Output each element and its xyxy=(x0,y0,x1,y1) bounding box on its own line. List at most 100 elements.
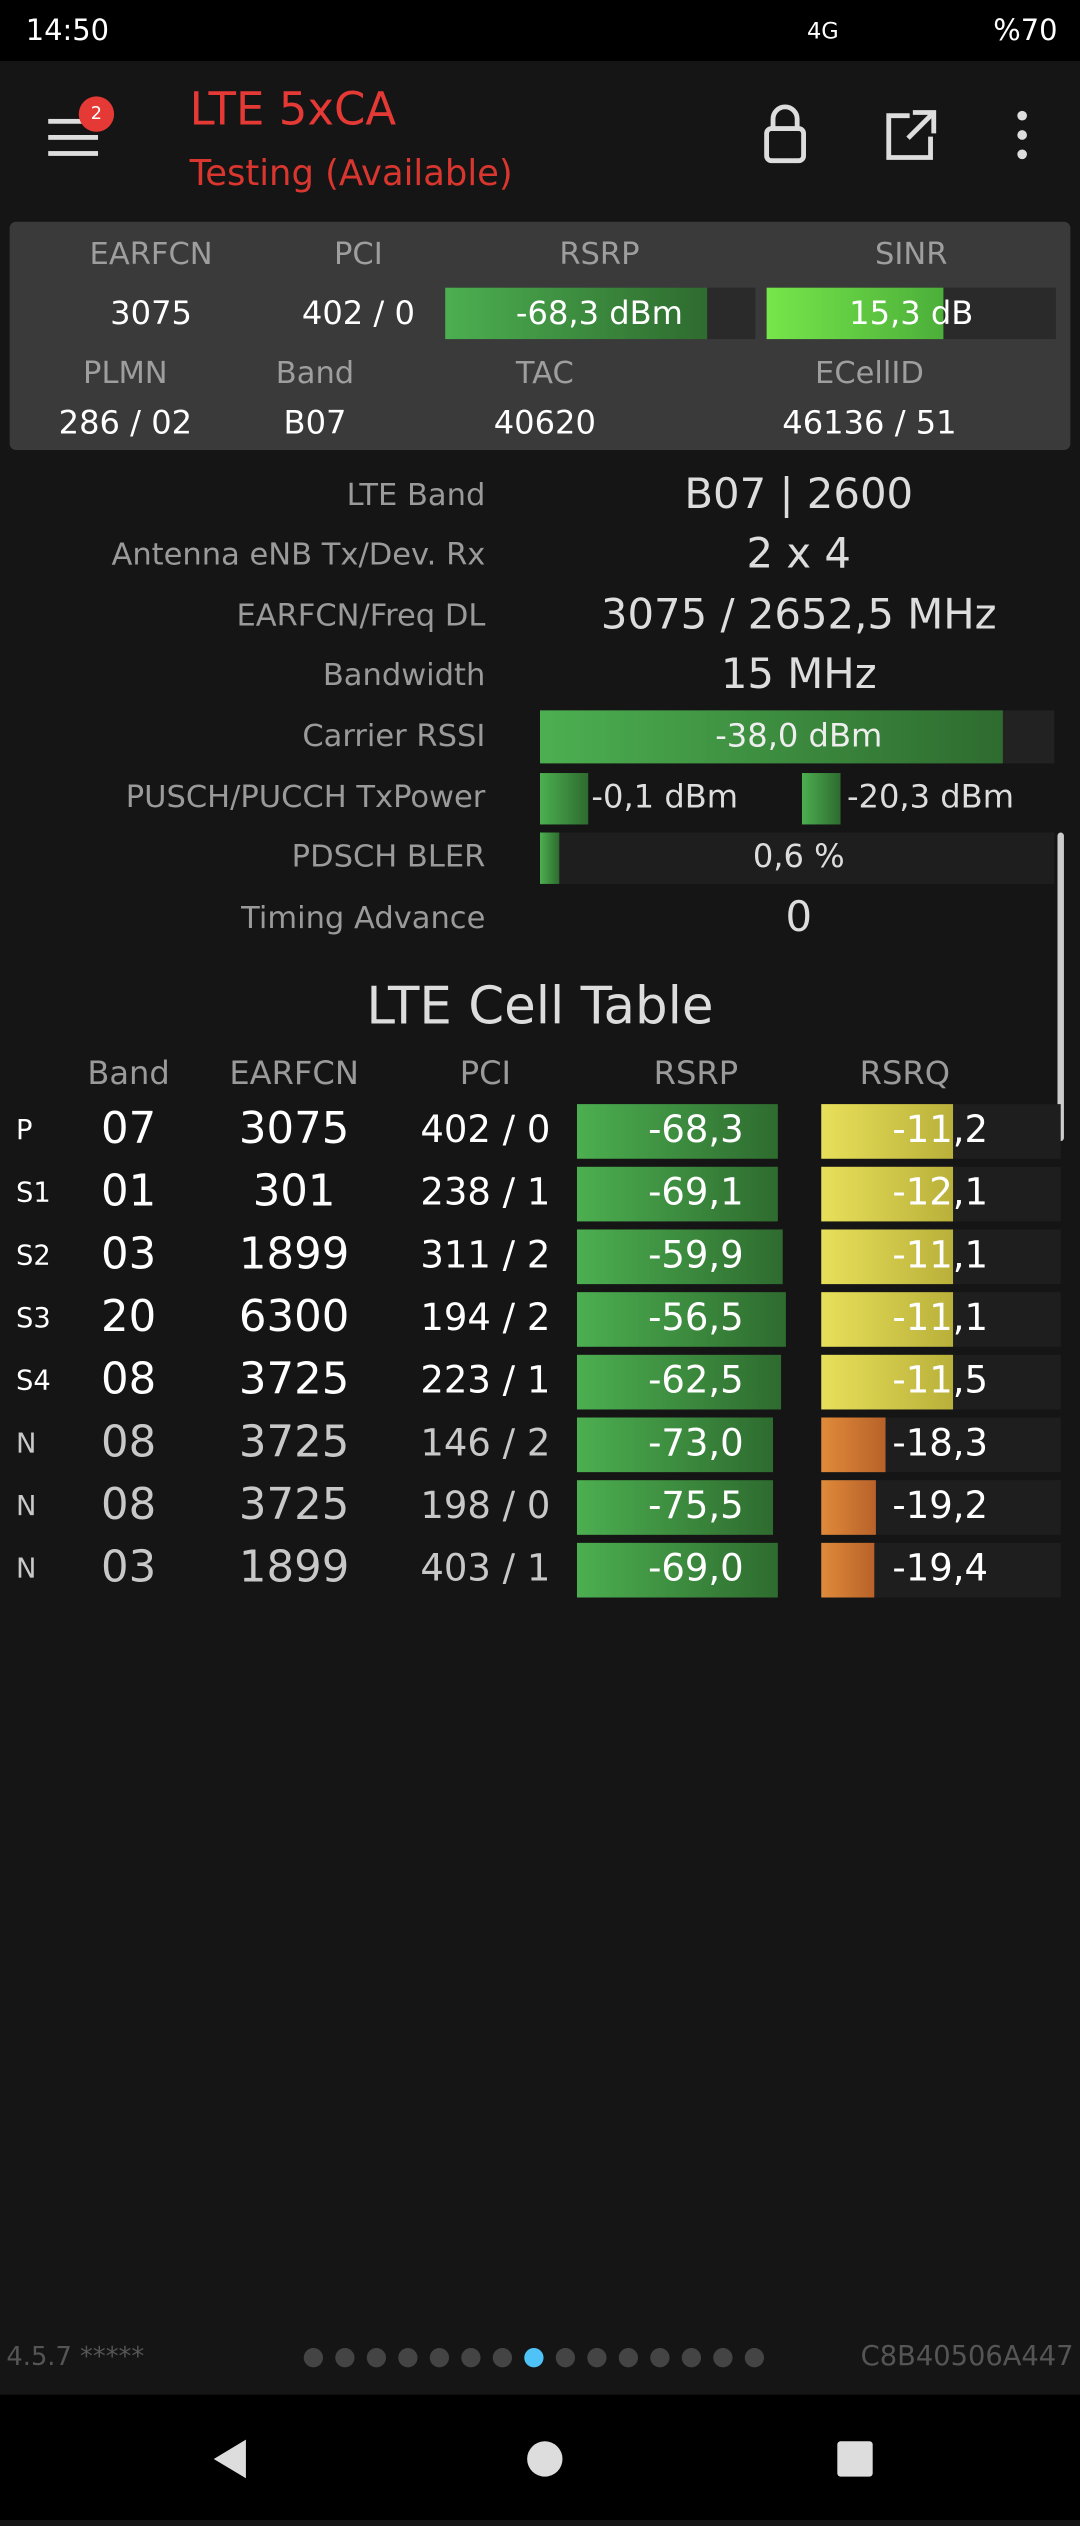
summary-label: PCI xyxy=(334,237,383,272)
badge xyxy=(78,96,115,132)
cell-earfcn: 3725 xyxy=(239,1355,349,1405)
app-version: 4.5.7 ***** xyxy=(6,2342,144,2372)
cell-band: 20 xyxy=(101,1292,156,1342)
rsrq-bar xyxy=(821,1229,954,1285)
rsrp-bar xyxy=(445,287,708,340)
cell-rsrp: -68,3 xyxy=(648,1108,744,1151)
cell-rsrq: -19,2 xyxy=(892,1484,988,1527)
cell-type: N xyxy=(16,1554,36,1585)
share-icon[interactable] xyxy=(886,110,937,160)
bler-bar xyxy=(540,832,560,884)
rsrq-bar xyxy=(821,1354,954,1410)
summary-label: PLMN xyxy=(83,356,168,391)
app-title: LTE 5xCA xyxy=(190,83,397,136)
rsrq-bar xyxy=(821,1480,876,1535)
cell-type: S3 xyxy=(16,1303,51,1334)
column-header: RSRP xyxy=(654,1054,738,1092)
cell-rsrq: -12,1 xyxy=(892,1171,988,1214)
cell-type: N xyxy=(16,1491,36,1522)
back-button[interactable] xyxy=(213,2439,246,2479)
page-dot xyxy=(587,2348,607,2368)
table-title: LTE Cell Table xyxy=(366,976,713,1036)
detail-label: Antenna eNB Tx/Dev. Rx xyxy=(111,538,485,573)
sinr-bar xyxy=(766,287,944,340)
page-dot xyxy=(713,2348,733,2368)
cell-pci: 223 / 1 xyxy=(420,1359,550,1402)
cell-earfcn: 6300 xyxy=(239,1292,349,1342)
cell-band: 08 xyxy=(101,1355,156,1405)
detail-value: 2 x 4 xyxy=(747,529,851,578)
cell-pci: 402 / 0 xyxy=(420,1108,550,1151)
lock-icon[interactable] xyxy=(764,126,806,164)
cell-band: 03 xyxy=(101,1229,156,1279)
cell-pci: 146 / 2 xyxy=(420,1421,550,1464)
tx-bar xyxy=(801,773,841,825)
summary-value: -68,3 dBm xyxy=(516,294,683,332)
summary-label: SINR xyxy=(875,237,947,272)
detail-label: Carrier RSSI xyxy=(302,719,485,754)
menu-button[interactable] xyxy=(48,118,99,156)
cell-rsrq: -11,1 xyxy=(892,1296,988,1339)
cell-earfcn: 301 xyxy=(253,1167,336,1217)
home-button[interactable] xyxy=(527,2441,563,2477)
cell-band: 08 xyxy=(101,1417,156,1467)
device-id: C8B40506A447 xyxy=(861,2341,1074,2372)
cell-earfcn: 1899 xyxy=(239,1229,349,1279)
rsrp-bar xyxy=(576,1417,774,1473)
column-header: PCI xyxy=(460,1054,511,1092)
cell-rsrp: -75,5 xyxy=(648,1484,744,1527)
rssi-bar xyxy=(540,710,1003,764)
lock-shackle xyxy=(770,104,800,129)
page-dot xyxy=(744,2348,765,2368)
clock: 14:50 xyxy=(26,13,109,47)
cell-rsrp: -62,5 xyxy=(648,1359,744,1402)
detail-label: PDSCH BLER xyxy=(292,840,486,875)
overflow-menu[interactable] xyxy=(1017,110,1027,160)
column-header: EARFCN xyxy=(229,1054,359,1092)
rsrp-bar xyxy=(576,1354,782,1410)
rsrq-bar xyxy=(821,1542,875,1598)
detail-label: Bandwidth xyxy=(323,658,485,693)
rsrq-bar xyxy=(821,1104,954,1159)
summary-label: RSRP xyxy=(559,237,639,272)
detail-value: 0 xyxy=(785,892,812,941)
page-dot xyxy=(398,2348,418,2368)
page-dot xyxy=(524,2348,544,2368)
cell-rsrp: -59,9 xyxy=(648,1233,744,1276)
cell-rsrq: -19,4 xyxy=(892,1547,988,1590)
cell-rsrq: -11,5 xyxy=(892,1359,988,1402)
summary-value: 15,3 dB xyxy=(849,294,973,332)
rsrp-bar xyxy=(576,1166,778,1222)
detail-value: -38,0 dBm xyxy=(715,717,882,755)
cell-type: S2 xyxy=(16,1240,51,1271)
cell-band: 08 xyxy=(101,1480,156,1530)
cell-rsrq: -18,3 xyxy=(892,1421,988,1464)
rsrp-bar xyxy=(576,1542,778,1598)
summary-label: ECellID xyxy=(815,356,924,391)
rsrq-bar xyxy=(821,1292,954,1347)
cell-rsrp: -69,1 xyxy=(648,1171,744,1214)
page-dot xyxy=(492,2348,513,2368)
cell-band: 03 xyxy=(101,1543,156,1593)
scrollbar xyxy=(1057,832,1064,1142)
tx-bar xyxy=(540,773,589,825)
cell-type: P xyxy=(16,1115,32,1146)
rsrq-bar xyxy=(821,1166,954,1222)
column-header: RSRQ xyxy=(860,1054,950,1092)
page-dot xyxy=(366,2348,387,2368)
recents-button[interactable] xyxy=(837,2441,873,2477)
cell-rsrp: -73,0 xyxy=(648,1421,744,1464)
summary-label: TAC xyxy=(515,356,574,391)
battery: %70 xyxy=(993,13,1057,47)
rsrp-bar xyxy=(576,1104,778,1159)
cell-pci: 194 / 2 xyxy=(420,1296,550,1339)
rsrp-bar xyxy=(576,1480,774,1535)
detail-value: 0,6 % xyxy=(753,837,845,875)
summary-value: 40620 xyxy=(494,403,596,441)
cell-pci: 403 / 1 xyxy=(420,1547,550,1590)
cell-earfcn: 3075 xyxy=(239,1104,349,1154)
detail-value: -20,3 dBm xyxy=(847,778,1014,816)
page-dot xyxy=(461,2348,481,2368)
page-dot xyxy=(555,2348,576,2368)
